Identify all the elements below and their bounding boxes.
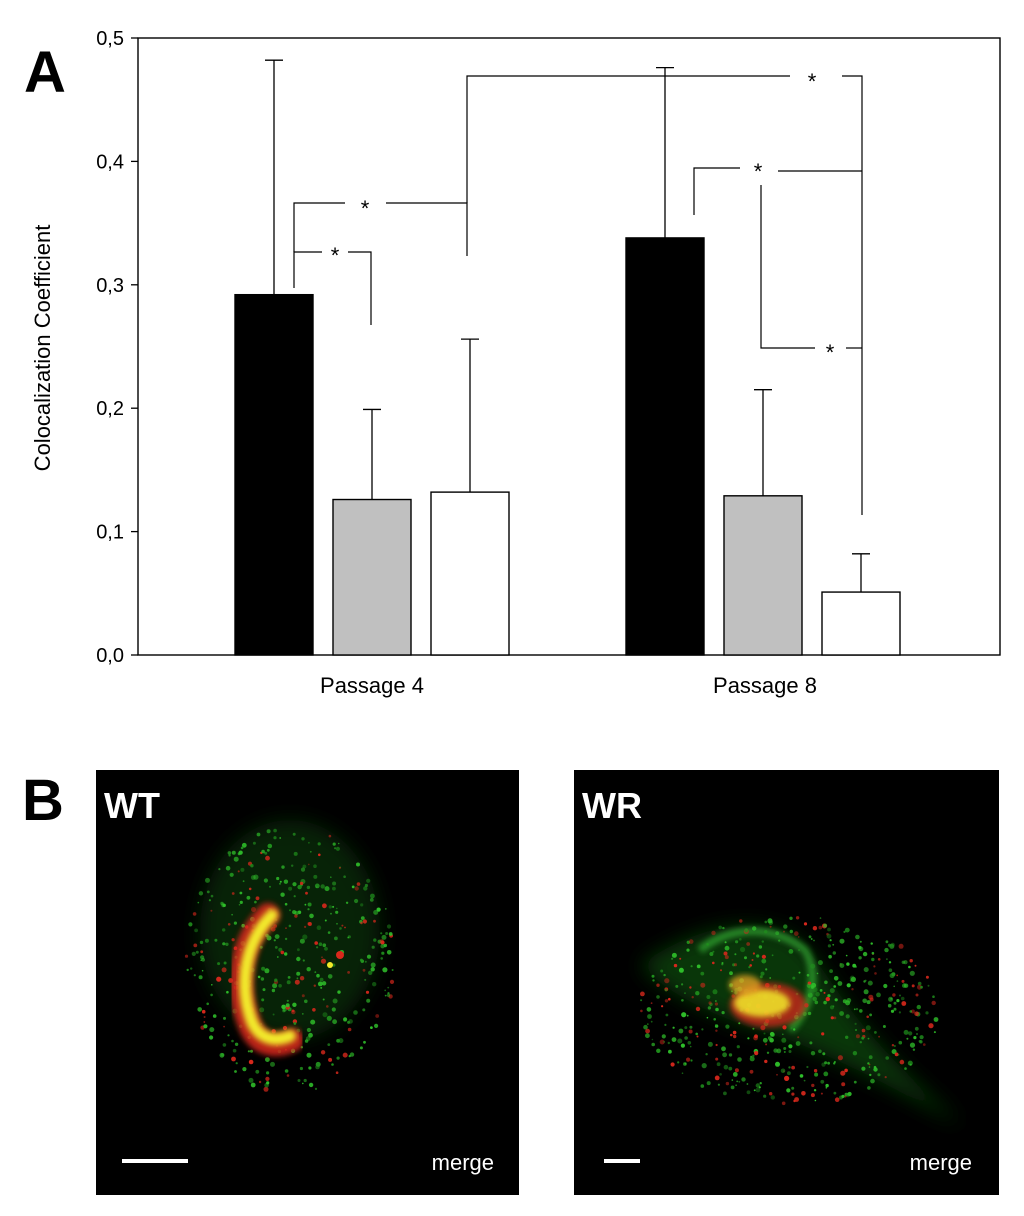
panel-b-label: B (22, 768, 64, 833)
y-tick-label: 0,5 (96, 28, 124, 50)
bracket-p4-white-p8-white-right (842, 75, 863, 515)
bracket-p4-white-p8-white-left (466, 75, 790, 203)
micrograph-wt-title: WT (104, 785, 160, 826)
bar-passage-8-1 (625, 237, 705, 656)
significance-star: * (331, 243, 340, 268)
micrograph-wr-caption: merge (910, 1150, 972, 1175)
bar-chart: 0,0 0,1 0,2 0,3 0,4 0,5 Colocalization Coeffi… (30, 28, 1001, 698)
panel-a-label: A (24, 40, 66, 105)
bar-passage-4-3 (430, 491, 510, 656)
category-label-passage-4: Passage 4 (320, 673, 424, 698)
bars (234, 59, 901, 656)
micrograph-wt: WT merge (96, 770, 519, 1195)
bar-passage-8-2 (723, 495, 803, 656)
micrograph-wr: WR merge (574, 770, 999, 1195)
significance-star: * (808, 69, 817, 94)
micrograph-wt-cell (184, 820, 395, 1092)
y-tick-label: 0,2 (96, 398, 124, 420)
micrograph-wr-title: WR (582, 785, 642, 826)
y-tick-label: 0,4 (96, 151, 124, 173)
significance-star: * (361, 196, 370, 221)
bracket-p8-grey-white-left (760, 185, 815, 349)
y-tick-label: 0,3 (96, 275, 124, 297)
category-label-passage-8: Passage 8 (713, 673, 817, 698)
micrograph-wr-cell (640, 916, 960, 1125)
bracket-p4-black-white-left (293, 202, 345, 252)
significance-brackets: * * * * * (293, 69, 863, 515)
significance-star: * (826, 340, 835, 365)
micrograph-wt-caption: merge (432, 1150, 494, 1175)
y-tick-label: 0,0 (96, 645, 124, 667)
bar-passage-8-3 (821, 591, 901, 656)
bracket-p4-black-grey-left (293, 251, 322, 288)
bracket-p4-black-white-right (386, 202, 468, 256)
bracket-p8-black-white-left (693, 167, 740, 215)
bar-passage-4-2 (332, 498, 412, 656)
y-tick-label: 0,1 (96, 522, 124, 544)
y-axis-title: Colocalization Coefficient (30, 225, 55, 472)
significance-star: * (754, 159, 763, 184)
plot-frame (137, 37, 1001, 656)
bar-passage-4-1 (234, 293, 314, 656)
bracket-p4-black-grey-right (348, 251, 372, 325)
y-axis: 0,0 0,1 0,2 0,3 0,4 0,5 (96, 28, 138, 667)
